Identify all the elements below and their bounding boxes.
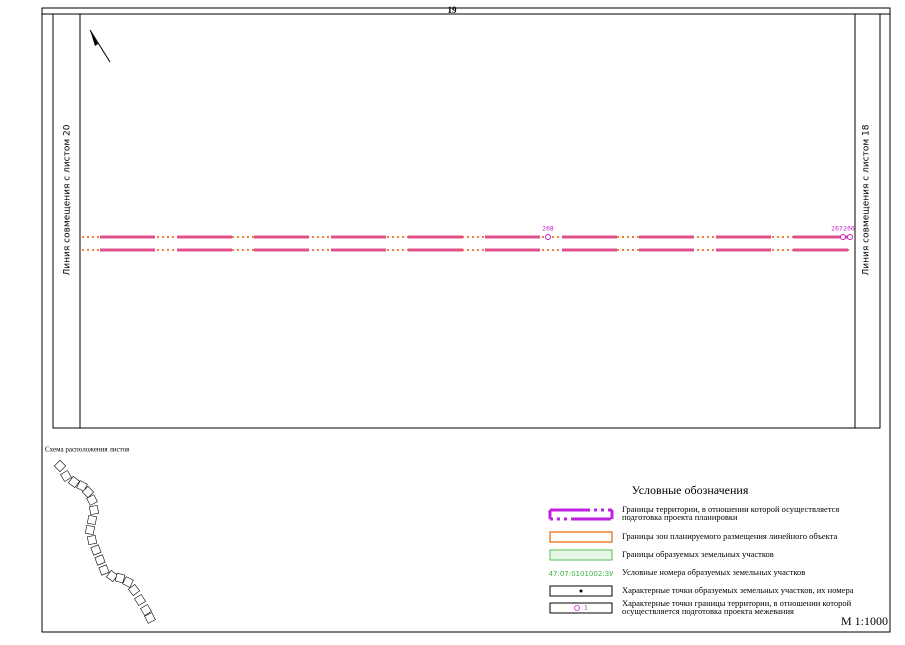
- sheet-cell: [81, 485, 95, 499]
- sheet-cell: [144, 612, 156, 624]
- point-label: 268: [542, 226, 554, 233]
- scheme: [53, 459, 156, 624]
- sheet-cell: [127, 583, 141, 597]
- legend-text: Характерные точки образуемых земельных у…: [622, 585, 854, 595]
- sheet-cell: [90, 544, 102, 556]
- sheet-cell: [88, 504, 100, 516]
- sheet-cell: [98, 564, 110, 576]
- legend-text: Характерные точки границы территории, в …: [622, 598, 852, 608]
- sheet-cell: [122, 576, 134, 588]
- sheet-cell: [60, 470, 72, 482]
- legend-text: подготовка проекта планировки: [622, 512, 738, 522]
- sheet-cell: [86, 534, 98, 546]
- sheet-cell: [114, 572, 126, 584]
- road-boundaries: [82, 234, 853, 252]
- sheet-cell: [53, 459, 67, 473]
- sheet-cell: [140, 604, 152, 616]
- scheme-title: Схема расположения листов: [45, 446, 130, 454]
- outer-frame: [41, 7, 891, 633]
- point-label: 266: [843, 226, 855, 233]
- north-arrow: [89, 29, 111, 63]
- sheet-cell: [105, 569, 119, 583]
- sheet-cell: [134, 594, 146, 606]
- legend-text: осуществляется подготовка проекта межева…: [622, 606, 794, 616]
- legend-text: Границы зон планируемого размещения лине…: [622, 531, 837, 541]
- legend-symbols: [548, 508, 614, 614]
- legend-title: Условные обозначения: [632, 483, 749, 497]
- sheet-cell: [76, 480, 88, 492]
- left-label: Линия совмещения с листом 20: [63, 124, 73, 275]
- point-label: 267: [831, 226, 843, 233]
- legend-text: Условные номера образуемых земельных уча…: [622, 567, 805, 577]
- legend-sample: 1: [584, 605, 588, 612]
- sheet-number: 19: [448, 5, 458, 15]
- sheet-cell: [94, 554, 106, 566]
- map-frame: [52, 13, 881, 429]
- legend-sample: 47:07:0101002:ЗУ: [549, 570, 615, 578]
- sheet-cell: [84, 524, 96, 536]
- scale: М 1:1000: [841, 614, 888, 628]
- sheet-cell: [86, 494, 98, 506]
- sheet-cell: [67, 475, 81, 489]
- right-label: Линия совмещения с листом 18: [862, 124, 872, 275]
- sheet-cell: [86, 514, 98, 526]
- legend-texts: Границы территории, в отношении которой …: [622, 504, 854, 616]
- legend-text: Границы территории, в отношении которой …: [622, 504, 839, 514]
- legend-text: Границы образуемых земельных участков: [622, 549, 774, 559]
